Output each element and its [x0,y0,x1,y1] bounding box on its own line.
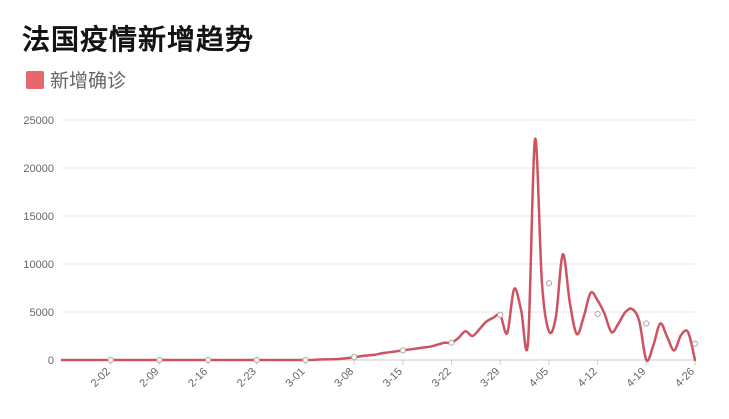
y-tick-label: 15000 [23,211,54,223]
data-point [107,356,114,364]
chart-legend[interactable]: 新增确诊 [26,66,126,93]
y-tick-label: 5000 [30,307,54,319]
x-tick-label: 4-19 [624,366,648,390]
data-point [497,311,504,318]
y-tick-label: 10000 [23,259,54,271]
data-point [302,356,309,364]
y-tick-label: 0 [48,355,54,367]
legend-label: 新增确诊 [50,70,127,92]
x-tick-label: 2-09 [137,366,161,390]
chart-title: 法国疫情新增趋势 [22,23,255,56]
data-point [204,356,212,364]
x-tick-label: 3-01 [284,366,308,390]
data-point [448,339,455,346]
x-tick-label: 3-29 [478,366,502,390]
x-tick-label: 3-08 [332,366,356,390]
x-tick-label: 2-23 [235,366,259,390]
y-tick-label: 20000 [23,163,54,175]
series-line [60,137,697,363]
data-point [399,347,406,354]
y-tick-label: 25000 [23,115,54,127]
x-tick-label: 4-12 [576,366,600,390]
data-point [545,280,553,287]
x-tick-label: 4-26 [673,366,697,390]
data-point [691,340,699,347]
x-tick-label: 3-22 [430,366,454,390]
data-point [594,310,601,318]
x-tick-label: 2-16 [186,366,210,390]
legend-swatch [26,70,44,89]
data-point [156,356,163,364]
x-tick-label: 2-02 [89,366,113,390]
x-tick-label: 4-05 [527,366,551,390]
data-point [643,320,650,327]
x-tick-label: 3-15 [381,366,405,390]
data-point [253,356,260,364]
data-point [351,354,358,361]
